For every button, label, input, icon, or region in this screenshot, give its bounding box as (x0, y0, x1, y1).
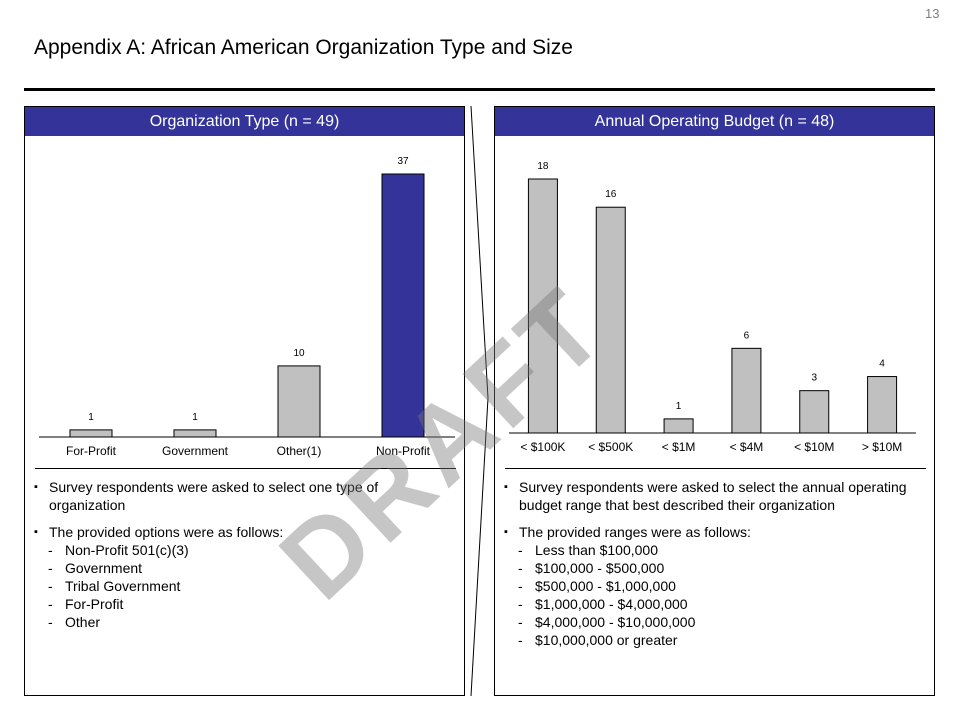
budget-value-label: 16 (605, 189, 617, 200)
organization-type-header: Organization Type (n = 49) (25, 107, 464, 136)
org-type-category-label: Other(1) (277, 444, 322, 458)
title-rule (24, 88, 935, 91)
left-option-text: For-Profit (65, 596, 124, 612)
left-option-4: - For-Profit (48, 596, 124, 612)
left-option-2: - Government (48, 560, 143, 576)
budget-value-label: 6 (744, 330, 750, 341)
left-option-text: Non-Profit 501(c)(3) (65, 542, 189, 558)
budget-category-label: < $4M (730, 440, 764, 454)
budget-bar (731, 347, 762, 434)
right-option-1: - Less than $100,000 (518, 542, 658, 558)
right-option-3: - $500,000 - $1,000,000 (518, 578, 676, 594)
right-option-text: $500,000 - $1,000,000 (535, 578, 676, 594)
left-bullet-2: The provided options were as follows: (34, 523, 454, 541)
budget-bar (867, 376, 898, 434)
right-option-text: $100,000 - $500,000 (535, 560, 665, 576)
slide-title: Appendix A: African American Organizatio… (34, 36, 573, 59)
budget-value-label: 1 (676, 401, 682, 412)
left-option-5: - Other (48, 614, 101, 630)
organization-type-chart: 1 For-Profit 1 Government 10 Other(1) 37 Non-Pr… (39, 156, 455, 458)
budget-category-label: < $500K (588, 440, 633, 454)
budget-value-label: 18 (537, 161, 549, 172)
org-type-value-label: 10 (293, 348, 305, 359)
right-bullet-2: The provided ranges were as follows: (504, 523, 924, 541)
org-type-bar (277, 365, 321, 438)
right-option-text: Less than $100,000 (535, 542, 658, 558)
org-type-value-label: 37 (397, 156, 409, 167)
right-option-6: - $10,000,000 or greater (518, 632, 678, 648)
budget-bar (799, 390, 830, 434)
org-type-value-label: 1 (192, 412, 198, 423)
left-notes: Survey respondents were asked to select … (34, 478, 454, 631)
operating-budget-header: Annual Operating Budget (n = 48) (495, 107, 934, 136)
page-number: 13 (925, 6, 940, 21)
right-notes: Survey respondents were asked to select … (504, 478, 924, 649)
left-option-3: - Tribal Government (48, 578, 181, 594)
left-bullet-1: Survey respondents were asked to select … (34, 478, 454, 514)
org-type-category-label: Government (162, 444, 229, 458)
right-option-text: $1,000,000 - $4,000,000 (535, 596, 688, 612)
org-type-category-label: Non-Profit (376, 444, 431, 458)
left-option-text: Tribal Government (65, 578, 181, 594)
left-option-1: - Non-Profit 501(c)(3) (48, 542, 189, 558)
left-option-text: Government (65, 560, 143, 576)
right-bullet-1: Survey respondents were asked to select … (504, 478, 924, 514)
right-option-4: - $1,000,000 - $4,000,000 (518, 596, 688, 612)
operating-budget-panel: Annual Operating Budget (n = 48) 18 < $10… (494, 106, 935, 696)
budget-category-label: < $100K (520, 440, 565, 454)
budget-value-label: 3 (811, 373, 817, 384)
budget-category-label: < $10M (794, 440, 834, 454)
right-notes-divider (505, 468, 926, 469)
org-type-category-label: For-Profit (66, 444, 117, 458)
operating-budget-chart: 18 < $100K 16 < $500K 1 < $1M 6 < $4M 3 < $10M 4 > … (509, 161, 916, 454)
right-option-2: - $100,000 - $500,000 (518, 560, 665, 576)
budget-category-label: < $1M (662, 440, 696, 454)
budget-bar (527, 178, 558, 434)
left-option-text: Other (65, 614, 101, 630)
org-type-value-label: 1 (88, 412, 94, 423)
right-option-text: $4,000,000 - $10,000,000 (535, 614, 696, 630)
budget-value-label: 4 (879, 359, 885, 370)
right-option-5: - $4,000,000 - $10,000,000 (518, 614, 696, 630)
budget-category-label: > $10M (862, 440, 902, 454)
organization-type-panel: Organization Type (n = 49) 1 For-Profit 1 G… (24, 106, 465, 696)
left-notes-divider (35, 468, 456, 469)
budget-bar (595, 206, 626, 434)
right-option-text: $10,000,000 or greater (535, 632, 678, 648)
